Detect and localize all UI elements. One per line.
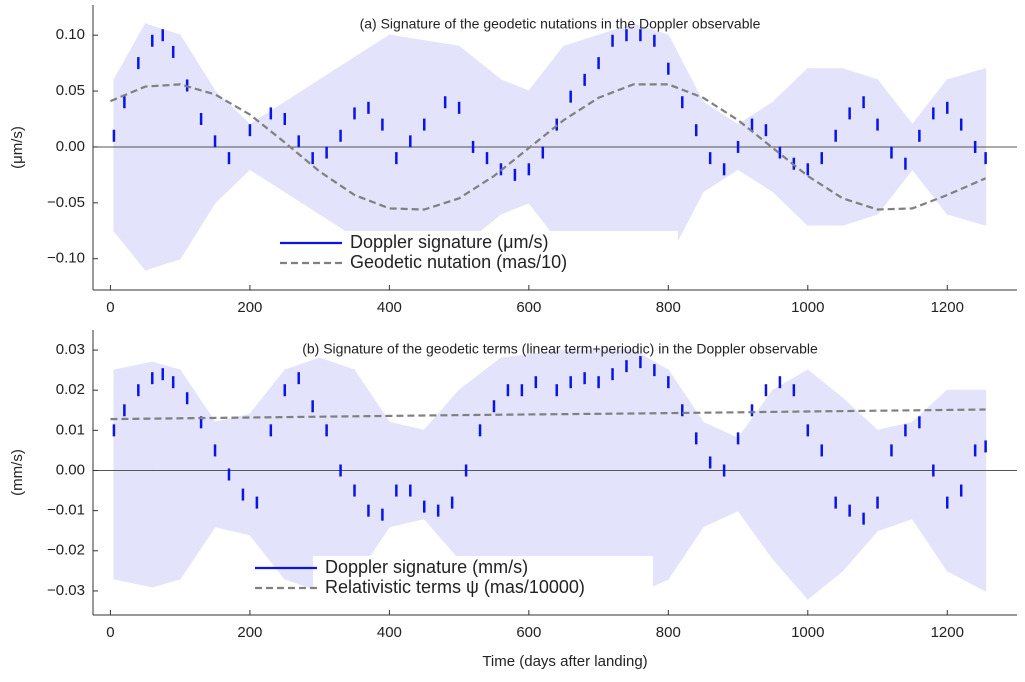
y-tick-label: −0.03 — [47, 582, 85, 599]
envelope-band — [911, 389, 948, 573]
envelope-band — [151, 361, 181, 588]
legend-label: Geodetic nutation (mas/10) — [350, 252, 567, 272]
line-series — [110, 408, 986, 421]
x-tick-label: 600 — [516, 624, 541, 641]
line-series — [110, 83, 987, 211]
envelope-band — [877, 421, 913, 532]
x-axis-title: Time (days after landing) — [482, 653, 647, 670]
y-tick-label: 0.05 — [56, 82, 85, 99]
x-tick-label: 400 — [377, 624, 402, 641]
envelope-band — [284, 357, 321, 592]
y-tick-label: 0.01 — [56, 421, 85, 438]
envelope-band — [249, 368, 286, 581]
envelope-band — [702, 421, 739, 528]
x-tick-label: 0 — [106, 299, 114, 316]
x-tick-label: 1000 — [791, 299, 824, 316]
envelope-band — [667, 368, 704, 581]
x-tick-label: 0 — [106, 624, 114, 641]
y-tick-label: −0.05 — [47, 194, 85, 211]
legend-label: Doppler signature (mm/s) — [325, 557, 528, 577]
envelope-band — [179, 368, 216, 581]
envelope-band — [807, 369, 844, 600]
envelope-band — [388, 421, 425, 528]
legend-box — [338, 231, 678, 271]
envelope-band — [354, 368, 390, 581]
envelope-band — [737, 388, 774, 561]
y-tick-label: −0.01 — [47, 502, 85, 519]
x-tick-label: 800 — [656, 299, 681, 316]
chart-title: (a) Signature of the geodetic nutations … — [360, 16, 761, 32]
legend-label: Relativistic terms ψ (mas/10000) — [325, 577, 585, 597]
x-tick-label: 600 — [516, 299, 541, 316]
x-tick-label: 1000 — [791, 624, 824, 641]
y-axis-title: (μm/s) — [9, 126, 26, 169]
envelope-band — [113, 361, 153, 588]
y-tick-label: 0.00 — [56, 461, 85, 478]
envelope-band — [946, 389, 987, 592]
x-tick-label: 400 — [377, 299, 402, 316]
y-tick-label: 0.00 — [56, 138, 85, 155]
legend-box — [313, 556, 653, 596]
x-tick-label: 200 — [237, 299, 262, 316]
envelope-band — [214, 413, 251, 536]
y-tick-label: 0.03 — [56, 341, 85, 358]
x-tick-label: 1200 — [931, 299, 964, 316]
y-tick-label: 0.10 — [56, 26, 85, 43]
y-tick-label: −0.10 — [47, 250, 85, 267]
envelope-band — [772, 369, 809, 601]
x-tick-label: 1200 — [931, 624, 964, 641]
y-tick-label: 0.02 — [56, 381, 85, 398]
x-tick-label: 800 — [656, 624, 681, 641]
y-tick-label: −0.02 — [47, 542, 85, 559]
x-tick-label: 200 — [237, 624, 262, 641]
envelope-band — [842, 397, 879, 573]
y-axis-title: (mm/s) — [9, 449, 26, 496]
legend-label: Doppler signature (μm/s) — [350, 232, 548, 252]
chart-title: (b) Signature of the geodetic terms (lin… — [302, 341, 818, 357]
